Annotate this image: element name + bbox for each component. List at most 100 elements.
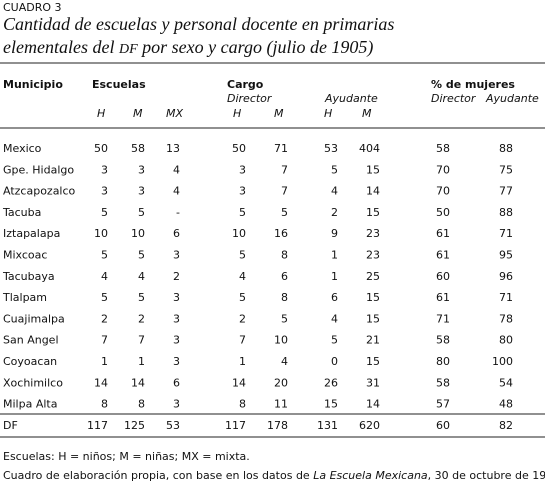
row-label: Tacubaya bbox=[2, 270, 55, 283]
cell: 58 bbox=[436, 142, 450, 155]
cell: 5 bbox=[138, 206, 145, 219]
cell: 77 bbox=[499, 185, 513, 198]
note-part: Cuadro de elaboración propia, con base e… bbox=[3, 469, 313, 482]
cell: 404 bbox=[359, 142, 380, 155]
cell: 6 bbox=[281, 270, 288, 283]
cell: 58 bbox=[131, 142, 145, 155]
cell: 7 bbox=[101, 334, 108, 347]
cell: 5 bbox=[138, 249, 145, 262]
cell: 16 bbox=[274, 227, 288, 240]
column-header: H bbox=[324, 107, 332, 120]
cell: 7 bbox=[281, 163, 288, 176]
cell: 3 bbox=[101, 185, 108, 198]
cell: 3 bbox=[173, 312, 180, 325]
cell: 7 bbox=[138, 334, 145, 347]
column-header: H bbox=[233, 107, 241, 120]
cell: 70 bbox=[436, 163, 450, 176]
cell: 2 bbox=[331, 206, 338, 219]
cell: 71 bbox=[436, 312, 450, 325]
cell: 6 bbox=[173, 376, 180, 389]
subgroup-header: Ayudante bbox=[485, 92, 539, 105]
cell: 15 bbox=[366, 206, 380, 219]
cell: 6 bbox=[331, 291, 338, 304]
cell: 10 bbox=[131, 227, 145, 240]
title-part: por sexo y cargo (julio de 1905) bbox=[138, 37, 374, 58]
cell: 3 bbox=[138, 163, 145, 176]
cell: 1 bbox=[239, 355, 246, 368]
cell: 23 bbox=[366, 227, 380, 240]
cell: 31 bbox=[366, 376, 380, 389]
cell: 61 bbox=[436, 227, 450, 240]
column-header: MX bbox=[166, 107, 183, 120]
cell: 8 bbox=[281, 291, 288, 304]
row-label: Coyoacan bbox=[3, 355, 57, 368]
cell: 3 bbox=[101, 163, 108, 176]
cell: 88 bbox=[499, 206, 513, 219]
cell: 131 bbox=[317, 419, 338, 432]
row-label: Cuajimalpa bbox=[3, 312, 65, 325]
title-line: elementales del DF por sexo y cargo (jul… bbox=[3, 37, 373, 58]
subgroup-header: Ayudante bbox=[324, 92, 378, 105]
note-part: , 30 de octubre de 1905. bbox=[428, 469, 545, 482]
table-label: CUADRO 3 bbox=[3, 1, 62, 14]
cell: 5 bbox=[331, 334, 338, 347]
title-part: elementales del bbox=[3, 37, 119, 57]
title-line: Cantidad de escuelas y personal docente … bbox=[3, 14, 394, 34]
cell: 9 bbox=[331, 227, 338, 240]
cell: 25 bbox=[366, 270, 380, 283]
subgroup-header: Director bbox=[227, 92, 273, 105]
cell: 3 bbox=[173, 398, 180, 411]
row-label: Mexico bbox=[3, 142, 42, 155]
cell: 8 bbox=[239, 398, 246, 411]
cell: 3 bbox=[173, 249, 180, 262]
cell: 50 bbox=[436, 206, 450, 219]
cell: 57 bbox=[436, 398, 450, 411]
cell: 61 bbox=[436, 291, 450, 304]
cell: 23 bbox=[366, 249, 380, 262]
cell: 4 bbox=[101, 270, 108, 283]
cell: - bbox=[176, 206, 180, 219]
cell: 5 bbox=[101, 291, 108, 304]
cell: 61 bbox=[436, 249, 450, 262]
cell: 71 bbox=[499, 227, 513, 240]
cell: 5 bbox=[239, 291, 246, 304]
cell: 15 bbox=[366, 291, 380, 304]
row-label: DF bbox=[3, 419, 18, 432]
cell: 1 bbox=[138, 355, 145, 368]
note: Escuelas: H = niños; M = niñas; MX = mix… bbox=[3, 450, 250, 463]
cell: 10 bbox=[232, 227, 246, 240]
cell: 2 bbox=[138, 312, 145, 325]
cell: 2 bbox=[173, 270, 180, 283]
cell: 53 bbox=[324, 142, 338, 155]
cell: 53 bbox=[166, 419, 180, 432]
note-part: La Escuela Mexicana bbox=[313, 469, 428, 482]
cell: 125 bbox=[124, 419, 145, 432]
cell: 7 bbox=[281, 185, 288, 198]
cell: 54 bbox=[499, 376, 513, 389]
cell: 50 bbox=[232, 142, 246, 155]
cell: 48 bbox=[499, 398, 513, 411]
cell: 2 bbox=[239, 312, 246, 325]
cell: 3 bbox=[173, 355, 180, 368]
cell: 100 bbox=[492, 355, 513, 368]
cell: 4 bbox=[173, 185, 180, 198]
cell: 4 bbox=[138, 270, 145, 283]
cell: 14 bbox=[94, 376, 108, 389]
cell: 3 bbox=[173, 334, 180, 347]
cell: 7 bbox=[239, 334, 246, 347]
cell: 5 bbox=[331, 163, 338, 176]
cell: 60 bbox=[436, 270, 450, 283]
cell: 1 bbox=[331, 270, 338, 283]
row-label: Mixcoac bbox=[3, 249, 47, 262]
cell: 26 bbox=[324, 376, 338, 389]
cell: 15 bbox=[366, 163, 380, 176]
cell: 80 bbox=[499, 334, 513, 347]
cell: 3 bbox=[173, 291, 180, 304]
cell: 80 bbox=[436, 355, 450, 368]
cell: 4 bbox=[331, 312, 338, 325]
cell: 14 bbox=[366, 185, 380, 198]
cell: 5 bbox=[239, 206, 246, 219]
row-label: Tlalpam bbox=[2, 291, 47, 304]
cell: 5 bbox=[239, 249, 246, 262]
